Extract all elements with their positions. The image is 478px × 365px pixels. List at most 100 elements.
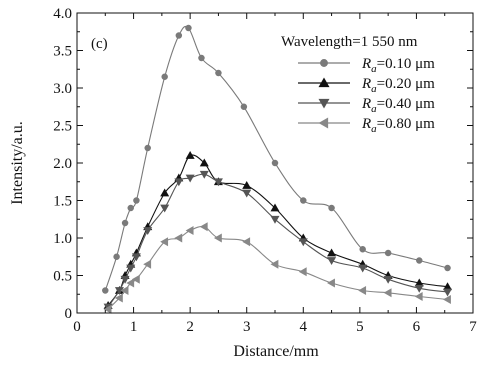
data-point	[443, 288, 453, 297]
data-point	[444, 264, 451, 272]
series-3	[103, 170, 453, 312]
data-point	[160, 188, 170, 197]
data-point	[358, 286, 367, 295]
legend-label: Ra=0.10 μm	[361, 56, 435, 75]
data-point	[327, 257, 337, 265]
x-tick-label: 3	[243, 319, 251, 335]
legend-marker	[318, 98, 330, 109]
data-point	[327, 248, 337, 257]
data-point	[131, 274, 140, 284]
x-tick-label: 4	[300, 319, 308, 335]
legend-entry-3: Ra=0.40 μm	[298, 96, 435, 115]
x-tick-label: 2	[186, 319, 194, 335]
data-point	[414, 292, 423, 301]
data-point	[121, 219, 129, 227]
data-point	[359, 246, 366, 253]
x-tick-label: 5	[356, 319, 364, 335]
data-point	[414, 278, 424, 287]
data-point	[416, 257, 423, 264]
data-point	[114, 287, 124, 295]
legend-entry-2: Ra=0.20 μm	[298, 76, 435, 95]
y-tick-label: 2.5	[53, 119, 72, 135]
data-point	[113, 253, 120, 260]
y-tick-label: 3.0	[53, 81, 72, 97]
data-point	[443, 295, 451, 304]
data-point	[120, 275, 130, 284]
series-line	[107, 154, 448, 306]
data-point	[198, 54, 205, 62]
data-point	[126, 278, 135, 288]
data-point	[185, 24, 192, 32]
legend-label: Ra=0.80 μm	[361, 116, 435, 135]
data-point	[174, 178, 184, 187]
data-point	[240, 103, 248, 110]
legend-marker	[318, 117, 329, 129]
data-point	[174, 233, 183, 243]
data-point	[114, 293, 123, 303]
data-point	[102, 287, 109, 294]
data-point	[185, 226, 194, 235]
data-point	[358, 264, 368, 273]
x-tick-label: 6	[413, 319, 421, 335]
series-2	[103, 151, 453, 309]
x-tick-label: 0	[73, 319, 81, 335]
panel-label: (c)	[91, 36, 108, 52]
data-point	[143, 227, 153, 235]
data-point	[175, 32, 183, 39]
data-point	[103, 304, 112, 314]
y-axis-label: Intensity/a.u.	[9, 121, 26, 205]
y-tick-label: 0.5	[53, 269, 72, 285]
data-point	[185, 151, 195, 159]
series-1	[102, 24, 451, 294]
y-tick-label: 3.5	[53, 44, 72, 60]
data-point	[133, 197, 140, 204]
legend-label: Ra=0.20 μm	[361, 76, 435, 95]
data-point	[327, 278, 335, 288]
y-tick-label: 1.0	[53, 231, 72, 247]
data-point	[242, 181, 252, 189]
data-point	[242, 189, 252, 198]
data-point	[270, 259, 279, 269]
y-tick-label: 0	[65, 306, 73, 322]
data-point	[383, 288, 392, 298]
data-point	[127, 204, 134, 212]
x-tick-label: 1	[130, 319, 138, 335]
x-axis-label: Distance/mm	[233, 343, 319, 360]
y-tick-label: 2.0	[53, 156, 72, 172]
data-point	[300, 197, 307, 204]
data-point	[144, 144, 151, 152]
data-point	[213, 178, 223, 187]
data-point	[120, 286, 129, 295]
legend-entry-1: Ra=0.10 μm	[298, 56, 435, 75]
legend-marker	[318, 77, 330, 88]
data-point	[383, 275, 393, 284]
series-layer	[102, 24, 453, 314]
data-point	[131, 253, 141, 262]
data-point	[384, 249, 392, 257]
series-line	[107, 173, 448, 308]
legend-marker	[320, 59, 328, 67]
data-point	[199, 158, 209, 167]
data-point	[298, 238, 308, 247]
data-point	[443, 282, 453, 291]
data-point	[414, 284, 424, 293]
data-point	[143, 259, 152, 269]
legend-title: Wavelength=1 550 nm	[281, 34, 418, 50]
data-point	[271, 159, 279, 167]
data-point	[199, 222, 208, 232]
y-tick-label: 1.5	[53, 194, 72, 210]
data-point	[199, 170, 209, 179]
data-point	[161, 73, 168, 80]
data-point	[328, 204, 335, 212]
data-point	[298, 267, 307, 277]
legend-label: Ra=0.40 μm	[361, 96, 435, 115]
data-point	[185, 174, 195, 183]
y-tick-label: 4.0	[53, 6, 72, 22]
data-point	[215, 69, 222, 77]
data-point	[242, 237, 251, 247]
series-4	[103, 222, 451, 314]
x-tick-label: 7	[469, 319, 477, 335]
data-point	[126, 264, 136, 273]
